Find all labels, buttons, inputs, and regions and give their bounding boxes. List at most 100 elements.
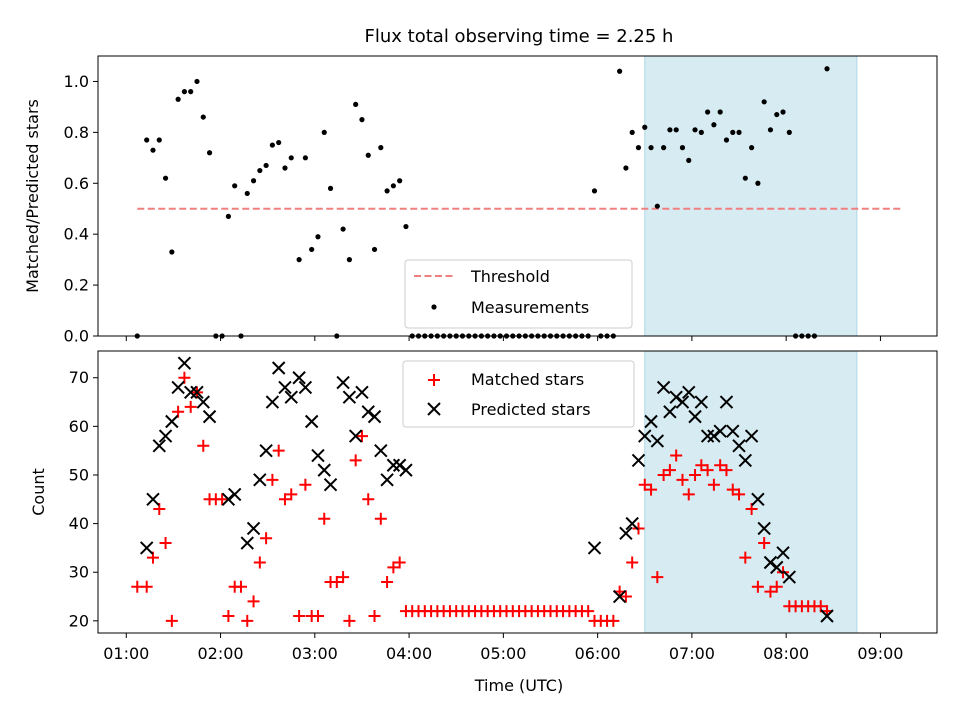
matched-star-point bbox=[707, 478, 720, 491]
matched-star-point bbox=[285, 488, 298, 501]
y-tick-label: 1.0 bbox=[64, 72, 89, 91]
predicted-star-point bbox=[227, 487, 242, 502]
y-tick-label: 30 bbox=[69, 563, 89, 582]
matched-star-point bbox=[330, 575, 343, 588]
matched-star-point bbox=[720, 464, 733, 477]
predicted-star-point bbox=[751, 492, 765, 507]
predicted-star-point bbox=[342, 390, 357, 404]
measurement-point bbox=[397, 178, 403, 184]
observing-window-shade bbox=[644, 55, 858, 337]
matched-star-point bbox=[272, 444, 285, 457]
matched-star-point bbox=[172, 405, 185, 418]
predicted-star-point bbox=[278, 380, 292, 395]
predicted-star-point bbox=[644, 414, 658, 429]
measurement-point bbox=[144, 137, 150, 143]
matched-star-point bbox=[260, 532, 273, 545]
matched-star-point bbox=[676, 473, 689, 486]
count-panel: 20 30 40 50 60 70 01:00 02:00 03:00 04:00 05:00 06… bbox=[29, 350, 938, 695]
matched-star-point bbox=[777, 566, 790, 579]
predicted-star-point bbox=[374, 443, 388, 458]
measurement-point bbox=[661, 145, 667, 151]
predicted-star-point bbox=[719, 395, 734, 409]
measurement-point bbox=[711, 122, 717, 128]
bottom-y-axis: 20 30 40 50 60 70 bbox=[69, 368, 98, 630]
predicted-star-point bbox=[656, 380, 671, 395]
measurement-point bbox=[244, 190, 250, 197]
matched-star-point bbox=[638, 478, 651, 491]
predicted-star-point bbox=[265, 395, 280, 409]
measurement-point bbox=[667, 127, 673, 133]
matched-star-point bbox=[159, 537, 172, 550]
measurement-point bbox=[692, 127, 698, 133]
predicted-stars-points bbox=[139, 356, 834, 623]
x-tick-label: 05:00 bbox=[480, 644, 526, 663]
matched-star-point bbox=[733, 488, 746, 501]
measurement-point bbox=[206, 150, 213, 156]
x-tick-label: 06:00 bbox=[575, 644, 621, 663]
measurement-point bbox=[225, 213, 232, 219]
matched-star-point bbox=[374, 512, 387, 525]
legend-measurements-swatch bbox=[431, 304, 437, 310]
predicted-star-point bbox=[820, 609, 834, 623]
matched-star-point bbox=[247, 595, 260, 608]
measurement-point bbox=[780, 109, 786, 115]
y-tick-label: 0.8 bbox=[64, 123, 89, 142]
measurement-point bbox=[175, 96, 181, 102]
measurement-point bbox=[749, 145, 755, 151]
chart-title: Flux total observing time = 2.25 h bbox=[365, 26, 674, 47]
matched-star-point bbox=[764, 585, 777, 598]
predicted-star-point bbox=[317, 463, 331, 477]
predicted-star-point bbox=[625, 516, 639, 531]
predicted-star-point bbox=[380, 473, 394, 487]
x-tick-label: 09:00 bbox=[857, 644, 903, 663]
observing-window-shade bbox=[644, 350, 858, 634]
matched-star-point bbox=[266, 473, 279, 486]
matched-star-point bbox=[216, 493, 229, 506]
predicted-star-point bbox=[171, 380, 185, 395]
predicted-star-point bbox=[713, 424, 727, 438]
measurement-point bbox=[755, 180, 761, 186]
legend-predicted-label: Predicted stars bbox=[471, 400, 591, 419]
matched-star-point bbox=[299, 478, 312, 491]
predicted-star-point bbox=[682, 385, 696, 400]
measurement-point bbox=[257, 167, 263, 174]
top-axes-frame bbox=[97, 55, 938, 337]
y-tick-label: 40 bbox=[69, 514, 89, 533]
y-tick-label: 0.2 bbox=[64, 276, 89, 295]
measurement-point bbox=[321, 129, 327, 135]
matched-star-point bbox=[318, 512, 331, 525]
measurement-point bbox=[378, 145, 384, 151]
predicted-star-point bbox=[650, 434, 665, 448]
matched-star-point bbox=[645, 483, 658, 496]
y-tick-label: 20 bbox=[69, 611, 89, 630]
matched-star-point bbox=[663, 464, 676, 477]
bottom-y-axis-label: Count bbox=[29, 468, 48, 516]
matched-star-point bbox=[695, 459, 708, 472]
measurement-point bbox=[232, 183, 238, 189]
measurement-point bbox=[736, 129, 742, 135]
matched-star-point bbox=[337, 571, 350, 584]
measurement-point bbox=[276, 139, 282, 146]
measurement-point bbox=[648, 145, 654, 151]
predicted-star-point bbox=[292, 371, 306, 385]
predicted-star-point bbox=[675, 395, 690, 409]
measurement-point bbox=[309, 246, 315, 253]
predicted-star-point bbox=[284, 390, 298, 404]
matched-star-point bbox=[758, 537, 771, 550]
matched-star-point bbox=[222, 609, 235, 622]
predicted-star-point bbox=[271, 361, 286, 375]
matched-star-point bbox=[670, 449, 683, 462]
predicted-star-point bbox=[619, 526, 633, 541]
predicted-star-point bbox=[183, 385, 198, 400]
matched-star-point bbox=[146, 551, 159, 564]
matched-star-point bbox=[293, 609, 306, 622]
matched-star-point bbox=[184, 400, 197, 413]
predicted-star-point bbox=[763, 555, 778, 570]
measurement-point bbox=[162, 175, 169, 181]
matched-star-point bbox=[343, 614, 356, 627]
predicted-star-point bbox=[259, 443, 273, 458]
measurement-point bbox=[315, 234, 321, 240]
predicted-star-point bbox=[311, 448, 325, 463]
measurement-point bbox=[188, 89, 194, 95]
matched-star-point bbox=[607, 614, 620, 627]
